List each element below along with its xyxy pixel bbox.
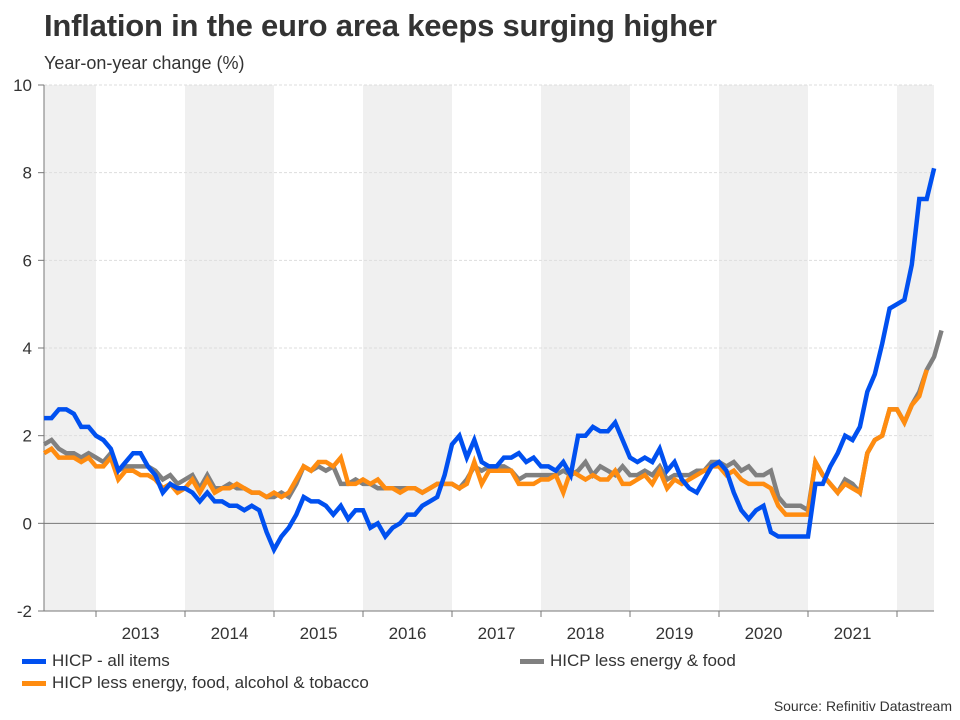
legend-swatch-less-energy-food-alcohol-tobacco <box>22 680 46 686</box>
x-tick-label: 2021 <box>834 624 872 643</box>
x-tick-label: 2016 <box>389 624 427 643</box>
x-tick-label: 2015 <box>300 624 338 643</box>
y-tick-label: 10 <box>13 76 32 95</box>
axes: -2 0 2 4 6 8 10 2013 2014 2015 2016 2017 2018 2019 202… <box>13 76 934 643</box>
x-tick-label: 2017 <box>478 624 516 643</box>
x-tick-label: 2018 <box>567 624 605 643</box>
legend-item-less-energy-food: HICP less energy & food <box>520 651 736 671</box>
source-note: Source: Refinitiv Datastream <box>773 698 952 714</box>
legend-item-all-items: HICP - all items <box>22 651 170 671</box>
x-tick-label: 2013 <box>122 624 160 643</box>
y-tick-label: 2 <box>23 427 32 446</box>
legend-swatch-less-energy-food <box>520 658 544 664</box>
x-tick-label: 2019 <box>656 624 694 643</box>
gridlines <box>44 84 934 524</box>
y-tick-label: 8 <box>23 164 32 183</box>
legend-swatch-all-items <box>22 658 46 664</box>
x-tick-label: 2020 <box>745 624 783 643</box>
x-tick-label: 2014 <box>211 624 249 643</box>
series-line-hicp-less-energy-food-alcohol-tobacco <box>42 369 929 517</box>
y-tick-label: 6 <box>23 251 32 270</box>
chart-subtitle: Year-on-year change (%) <box>44 53 245 73</box>
y-tick-label: 0 <box>23 514 32 533</box>
legend-item-less-energy-food-alcohol-tobacco: HICP less energy, food, alcohol & tobacc… <box>22 673 369 693</box>
y-tick-label: 4 <box>23 339 32 358</box>
chart-title: Inflation in the euro area keeps surging… <box>44 8 717 43</box>
series-line-hicp-all-items <box>44 167 937 555</box>
y-tick-label: -2 <box>17 602 32 621</box>
legend-label-all-items: HICP - all items <box>52 651 170 670</box>
series-lines <box>42 167 944 555</box>
legend-label-less-energy-food-alcohol-tobacco: HICP less energy, food, alcohol & tobacc… <box>52 673 369 692</box>
legend-label-less-energy-food: HICP less energy & food <box>550 651 736 670</box>
